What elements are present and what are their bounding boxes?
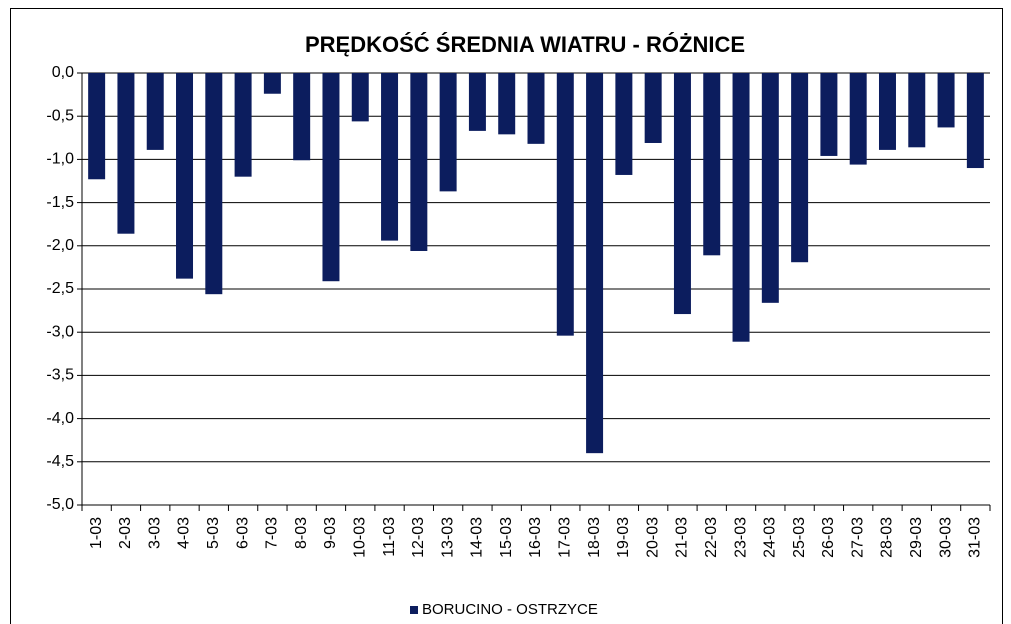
x-tick-label: 7-03	[264, 517, 281, 549]
x-tick-label: 23-03	[732, 517, 749, 558]
bar	[908, 73, 926, 148]
x-tick-label: 12-03	[410, 517, 427, 558]
x-tick-label: 31-03	[967, 517, 984, 558]
bar	[644, 73, 662, 143]
y-tick-label: -3,5	[46, 367, 74, 384]
bar	[351, 73, 369, 122]
bar	[556, 73, 574, 336]
x-tick-label: 17-03	[557, 517, 574, 558]
bar	[322, 73, 340, 282]
x-tick-label: 24-03	[762, 517, 779, 558]
y-tick-label: -3,0	[46, 323, 74, 340]
bar	[263, 73, 281, 94]
x-tick-label: 10-03	[351, 517, 368, 558]
x-tick-label: 5-03	[205, 517, 222, 549]
bar	[849, 73, 867, 165]
y-tick-label: -2,5	[46, 280, 74, 297]
bar	[439, 73, 457, 192]
legend-swatch	[410, 606, 418, 614]
chart-title: PRĘDKOŚĆ ŚREDNIA WIATRU - RÓŻNICE	[305, 32, 745, 57]
x-tick-label: 9-03	[322, 517, 339, 549]
bar	[468, 73, 486, 131]
bar	[615, 73, 633, 175]
bar	[527, 73, 545, 144]
x-tick-label: 25-03	[791, 517, 808, 558]
bar	[791, 73, 809, 263]
bar	[878, 73, 896, 150]
bar	[293, 73, 311, 161]
x-tick-label: 14-03	[469, 517, 486, 558]
legend-label: BORUCINO - OSTRZYCE	[422, 601, 598, 618]
x-tick-label: 8-03	[293, 517, 310, 549]
y-tick-label: -2,0	[46, 237, 74, 254]
x-tick-label: 18-03	[586, 517, 603, 558]
x-tick-label: 28-03	[879, 517, 896, 558]
x-tick-label: 21-03	[674, 517, 691, 558]
x-tick-label: 11-03	[381, 517, 398, 557]
bar	[937, 73, 955, 128]
x-tick-label: 29-03	[908, 517, 925, 558]
y-tick-label: -4,0	[46, 410, 74, 427]
x-tick-label: 22-03	[703, 517, 720, 558]
bar	[586, 73, 604, 454]
bar	[381, 73, 399, 241]
bar	[966, 73, 984, 169]
x-tick-label: 20-03	[644, 517, 661, 558]
x-tick-label: 27-03	[849, 517, 866, 558]
y-tick-label: 0,0	[52, 64, 74, 81]
y-tick-label: -4,5	[46, 453, 74, 470]
bar	[410, 73, 428, 251]
bar	[703, 73, 721, 256]
bar	[761, 73, 779, 303]
y-tick-label: -0,5	[46, 107, 74, 124]
bar	[820, 73, 838, 156]
x-tick-label: 19-03	[615, 517, 632, 558]
bar	[732, 73, 750, 342]
x-tick-label: 16-03	[527, 517, 544, 558]
x-tick-label: 30-03	[937, 517, 954, 558]
bar	[673, 73, 691, 315]
y-tick-label: -5,0	[46, 496, 74, 513]
bar	[146, 73, 164, 150]
x-tick-label: 26-03	[820, 517, 837, 558]
x-tick-label: 2-03	[117, 517, 134, 549]
x-tick-label: 13-03	[439, 517, 456, 558]
bar	[234, 73, 252, 177]
y-tick-label: -1,0	[46, 151, 74, 168]
x-tick-label: 3-03	[146, 517, 163, 549]
x-tick-label: 6-03	[234, 517, 251, 549]
x-tick-label: 15-03	[498, 517, 515, 558]
x-tick-label: 4-03	[176, 517, 193, 549]
bar	[498, 73, 516, 135]
y-tick-label: -1,5	[46, 194, 74, 211]
bar	[176, 73, 194, 279]
bar	[205, 73, 223, 295]
bar	[88, 73, 106, 180]
bar	[117, 73, 135, 234]
x-tick-label: 1-03	[88, 517, 105, 549]
